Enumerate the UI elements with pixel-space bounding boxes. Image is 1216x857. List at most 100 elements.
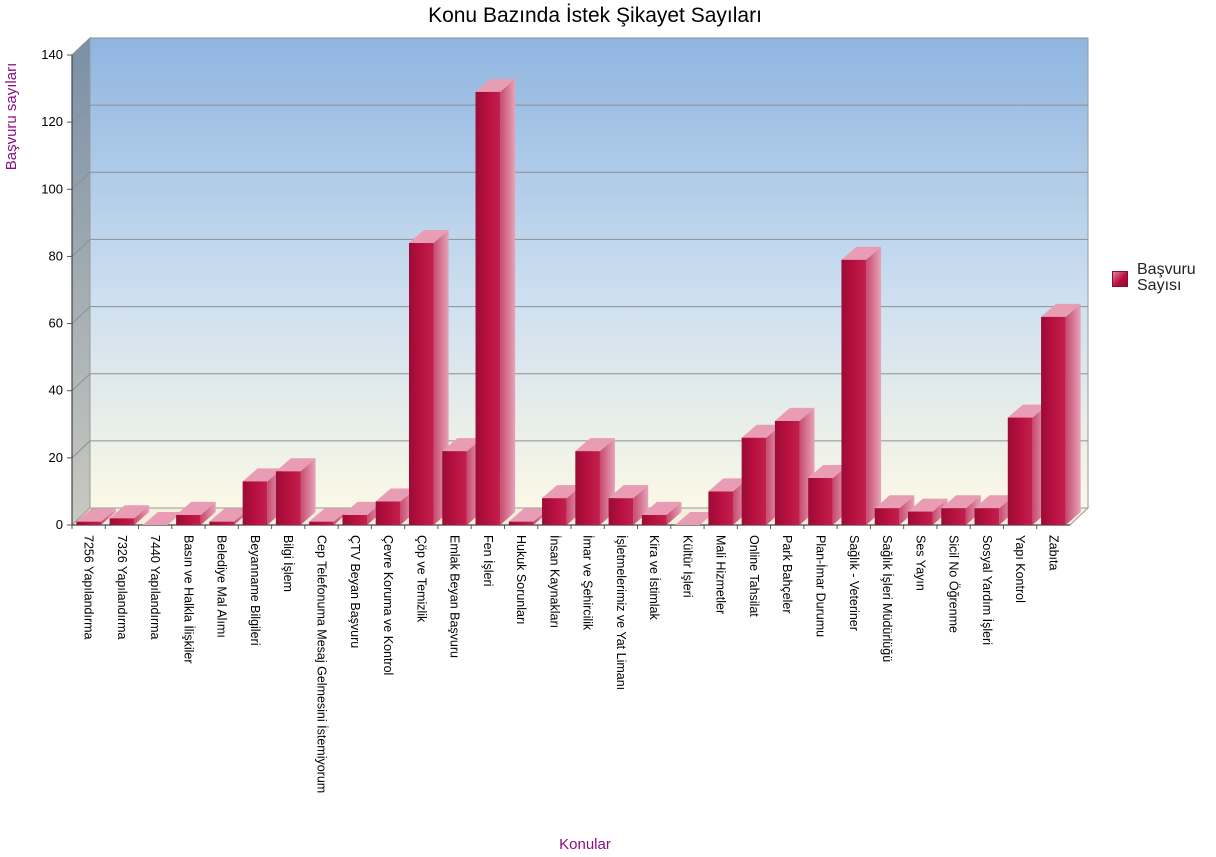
bar-front bbox=[841, 259, 867, 525]
bar-front bbox=[275, 471, 301, 525]
bar bbox=[176, 501, 216, 525]
bar-front bbox=[774, 420, 800, 525]
bar-top bbox=[874, 495, 915, 509]
bar-top bbox=[76, 508, 116, 522]
x-tick-label: Zabıta bbox=[1046, 535, 1060, 570]
gridline bbox=[71, 37, 1088, 56]
bar-front bbox=[708, 491, 734, 525]
bar-side bbox=[965, 495, 981, 525]
x-tick-label: Fen İşleri bbox=[481, 535, 495, 586]
x-tick-label: Belediye Mal Alımı bbox=[215, 535, 229, 638]
bar-front bbox=[408, 243, 434, 525]
bar-top bbox=[708, 478, 749, 492]
bar-front bbox=[741, 437, 767, 525]
bar-top bbox=[342, 501, 383, 515]
x-axis-title: Konular bbox=[559, 836, 611, 853]
bar-top bbox=[408, 230, 449, 243]
bar-top bbox=[275, 458, 316, 472]
x-tick-label: Kira ve İstimlak bbox=[647, 535, 661, 620]
bar-top bbox=[1041, 303, 1081, 317]
bar-top bbox=[442, 438, 482, 452]
bar-side bbox=[866, 246, 882, 526]
bar-front bbox=[508, 521, 534, 525]
bar-front bbox=[1007, 417, 1033, 525]
x-tick-label: Mali Hizmetler bbox=[714, 535, 728, 614]
bar-front bbox=[542, 498, 567, 525]
x-tick-label: Sosyal Yardım İşleri bbox=[980, 535, 994, 645]
bar bbox=[675, 512, 715, 525]
y-tick-label: 40 bbox=[49, 383, 63, 398]
legend-label: Başvuru Sayısı bbox=[1137, 261, 1196, 294]
x-tick-label: Kültür İşleri bbox=[680, 535, 694, 598]
bar-front bbox=[907, 511, 933, 525]
x-tick-label: İnsan Kaynakları bbox=[547, 535, 561, 628]
bar-front bbox=[874, 508, 900, 525]
bar-side bbox=[200, 501, 216, 525]
bar-top bbox=[542, 485, 582, 499]
bar bbox=[907, 498, 948, 525]
bar-top bbox=[774, 407, 815, 421]
y-tick-label: 120 bbox=[41, 114, 63, 129]
bar-top bbox=[841, 246, 882, 260]
bar-top bbox=[375, 488, 416, 502]
x-tick-label: Cep Telefonuma Mesaj Gelmesini İstemiyor… bbox=[315, 535, 329, 793]
bar bbox=[142, 512, 183, 525]
bar-front bbox=[475, 91, 501, 525]
bar-front bbox=[442, 451, 467, 525]
x-tick-label: Emlak Beyan Başvuru bbox=[448, 535, 462, 658]
bar-top bbox=[142, 512, 183, 525]
gridline bbox=[71, 306, 1088, 324]
bar-front bbox=[575, 451, 600, 525]
x-tick-label: İşletmelerimiz ve Yat Limanı bbox=[614, 535, 628, 690]
x-tick-label: Hukuk Sorunları bbox=[514, 535, 528, 625]
y-tick-label: 20 bbox=[49, 450, 63, 465]
bar-top bbox=[941, 495, 981, 509]
x-tick-label: Çöp ve Temizlik bbox=[414, 535, 428, 623]
bar-side bbox=[134, 505, 150, 525]
bar-top bbox=[508, 508, 549, 522]
bar bbox=[475, 78, 516, 525]
bar-front bbox=[375, 501, 401, 525]
bar-top bbox=[608, 485, 649, 499]
bar bbox=[608, 485, 649, 525]
bar-top bbox=[641, 501, 682, 515]
bar-top bbox=[309, 508, 349, 522]
x-tick-label: Sağlık - Veteriner bbox=[847, 535, 861, 631]
bar-front bbox=[176, 514, 201, 525]
y-tick-label: 60 bbox=[49, 316, 63, 331]
bar-front bbox=[974, 508, 1000, 525]
x-tick-label: Çevre Koruma ve Kontrol bbox=[381, 535, 395, 675]
bar-top bbox=[475, 78, 516, 92]
x-tick-label: Beyanname Bilgileri bbox=[248, 535, 262, 645]
bar-top bbox=[808, 465, 848, 478]
legend: Başvuru Sayısı bbox=[1112, 262, 1216, 294]
x-tick-label: Ses Yayın bbox=[913, 535, 927, 591]
bar bbox=[941, 495, 981, 525]
back-wall bbox=[89, 37, 1089, 509]
gridline bbox=[71, 373, 1088, 392]
bar bbox=[841, 246, 882, 526]
left-wall bbox=[71, 36, 91, 527]
x-tick-label: Basın ve Halkla İlişkiler bbox=[181, 535, 195, 664]
gridline bbox=[71, 238, 1088, 257]
gridline bbox=[71, 104, 1088, 123]
y-tick-label: 140 bbox=[41, 47, 63, 62]
bar-front bbox=[1041, 316, 1066, 525]
bar-front bbox=[641, 514, 667, 525]
x-tick-label: 7440 Yapılandırma bbox=[148, 535, 162, 640]
bar-top bbox=[974, 495, 1015, 509]
bar bbox=[76, 508, 116, 525]
bar-top bbox=[575, 438, 615, 452]
bar-top bbox=[741, 424, 782, 438]
bar bbox=[641, 501, 682, 525]
bar-side bbox=[500, 78, 516, 525]
bar-side bbox=[300, 458, 316, 525]
x-tick-label: Online Tahsilat bbox=[747, 535, 761, 617]
bar-top bbox=[176, 501, 216, 515]
legend-swatch bbox=[1112, 271, 1128, 287]
x-tick-label: Sağlık İşleri Müdürlüğü bbox=[880, 535, 894, 662]
bar bbox=[275, 458, 316, 525]
bar-side bbox=[899, 495, 915, 525]
x-tick-label: Plan-İmar Durumu bbox=[814, 535, 828, 637]
y-tick-label: 100 bbox=[41, 181, 63, 196]
